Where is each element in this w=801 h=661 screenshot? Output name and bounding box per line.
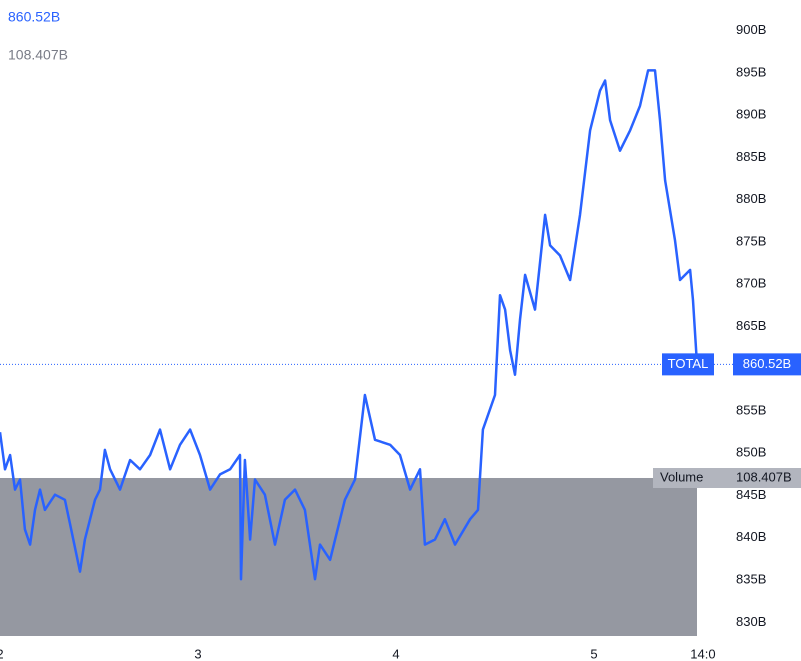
y-tick-label: 895B: [736, 64, 766, 79]
y-tick-label: 900B: [736, 22, 766, 37]
y-tick-label: 880B: [736, 191, 766, 206]
last-value-badge: 860.52B: [743, 356, 791, 371]
price-line: [0, 69, 699, 581]
x-tick-label: 5: [590, 646, 597, 661]
volume-name: Volume: [660, 469, 703, 484]
y-tick-label: 875B: [736, 233, 766, 248]
y-tick-label: 865B: [736, 318, 766, 333]
volume-bar: [0, 477, 697, 636]
y-tick-label: 840B: [736, 529, 766, 544]
legend-volume-value: 108.407B: [8, 47, 68, 63]
y-tick-label: 850B: [736, 445, 766, 460]
series-badge-bg: [662, 353, 714, 376]
x-tick-label: 3: [194, 646, 201, 661]
x-tick-label: 2: [0, 646, 4, 661]
plot: 900B895B890B885B880B875B870B865B860B855B…: [0, 22, 801, 661]
y-tick-label: 835B: [736, 571, 766, 586]
y-tick-label: 885B: [736, 149, 766, 164]
x-tick-label: 14:0: [690, 646, 715, 661]
y-tick-label: 855B: [736, 402, 766, 417]
y-tick-label: 890B: [736, 107, 766, 122]
volume-badge: 108.407B: [736, 469, 792, 484]
volume-badge-bg: [653, 467, 801, 488]
y-tick-label: 870B: [736, 276, 766, 291]
x-tick-label: 4: [392, 646, 399, 661]
y-tick-label: 845B: [736, 487, 766, 502]
series-badge: TOTAL: [668, 356, 709, 371]
y-tick-label: 830B: [736, 614, 766, 629]
last-value-badge-bg: [733, 353, 801, 376]
legend-last-value: 860.52B: [8, 9, 60, 25]
